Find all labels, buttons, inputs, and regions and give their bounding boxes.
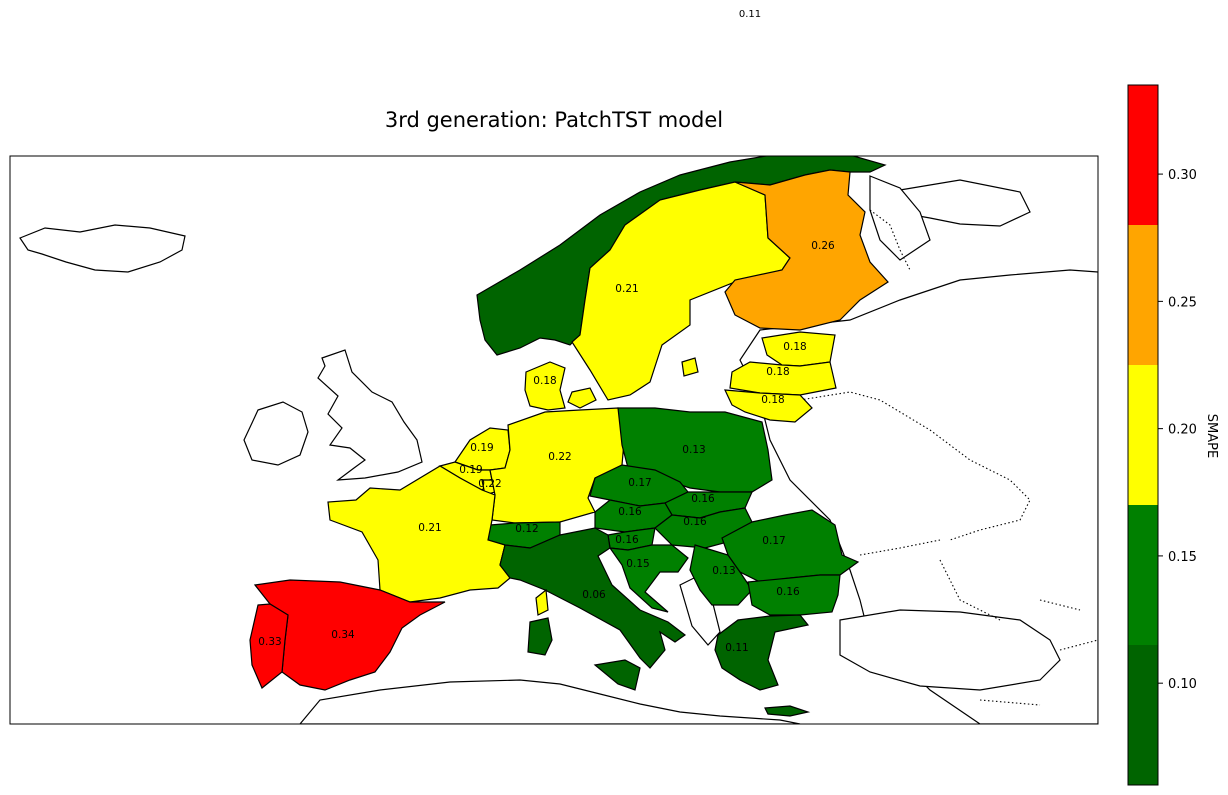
colorbar-tick-label: 0.30 [1168,168,1197,183]
turkey [839,609,1061,691]
value-label-slovakia: 0.16 [691,493,715,505]
ireland [243,401,309,466]
colorbar-label: SMAPE [1204,414,1219,458]
map-frame [9,155,1099,725]
colorbar-tick-label: 0.10 [1168,677,1197,692]
value-label-portugal: 0.33 [258,636,281,648]
country-finland [724,169,889,331]
colorbar-tick-label: 0.20 [1168,423,1197,438]
value-label-latvia: 0.18 [766,366,789,378]
country-denmark [524,361,566,411]
denmark-island [567,387,597,409]
country-france [327,465,511,603]
iceland [19,224,186,273]
france-corsica [535,588,549,616]
colorbar-bin-4 [1128,85,1158,225]
colorbar: 0.10 0.15 0.20 0.25 0.30 [1127,84,1197,786]
country-italy [499,527,687,669]
country-latvia [729,361,837,396]
colorbar-bin-2 [1128,365,1158,505]
sweden-gotland [681,357,699,377]
stray-value-label: 0.11 [738,9,762,20]
colorbar-bin-1 [1128,505,1158,645]
value-label-netherlands: 0.19 [470,442,493,454]
value-label-czechia: 0.17 [628,477,651,489]
value-label-bulgaria: 0.16 [776,586,800,598]
value-label-slovenia: 0.16 [615,534,639,546]
country-croatia [608,544,689,613]
value-label-germany: 0.22 [548,451,571,463]
value-label-sweden: 0.21 [615,283,638,295]
value-label-spain: 0.34 [331,629,355,641]
value-label-estonia: 0.18 [783,341,806,353]
value-label-greece: 0.11 [725,642,748,654]
italy-sicily [593,659,641,691]
value-label-austria: 0.16 [618,506,642,518]
colorbar-bin-3 [1128,225,1158,365]
country-serbia [689,544,753,606]
value-label-hungary: 0.16 [683,516,707,528]
colorbar-frame [1127,84,1159,786]
value-label-italy: 0.06 [582,589,606,601]
great-britain [317,349,423,481]
country-portugal [249,603,289,689]
greece-crete [764,705,811,717]
colorbar-tick-label: 0.15 [1168,550,1197,565]
colorbar-bin-0 [1128,645,1158,785]
value-label-belgium: 0.19 [459,464,482,476]
country-lithuania [724,389,813,423]
country-bulgaria [747,574,841,616]
value-label-france: 0.21 [418,522,441,534]
value-label-croatia: 0.15 [626,558,649,570]
value-label-poland: 0.13 [682,444,705,456]
map-title: 3rd generation: PatchTST model [384,108,724,132]
country-greece [714,614,810,691]
colorbar-tick-label: 0.25 [1168,295,1197,310]
kola-peninsula [869,175,931,261]
north-africa [299,679,801,724]
value-label-lithuania: 0.18 [761,394,784,406]
value-label-serbia: 0.13 [712,565,735,577]
italy-sardinia [527,617,553,656]
value-label-romania: 0.17 [762,535,785,547]
value-label-finland: 0.26 [811,240,835,252]
value-label-switzerland: 0.12 [515,523,538,535]
eastern-borders [769,209,1098,706]
country-romania [721,509,860,583]
value-labels: 0.21 0.26 0.18 0.18 0.18 0.18 0.19 0.19 0.22 0.22… [258,240,835,654]
country-germany [489,407,626,524]
value-label-luxembourg: 0.22 [478,478,501,490]
value-label-denmark: 0.18 [533,375,556,387]
